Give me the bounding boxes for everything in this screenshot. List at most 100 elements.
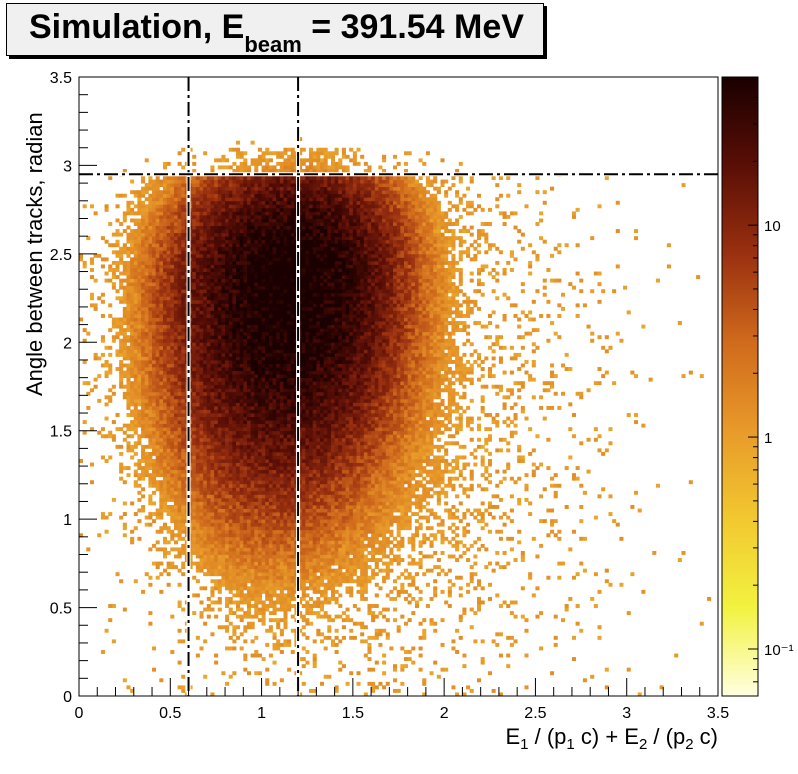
heatmap-cell <box>192 409 197 414</box>
heatmap-cell <box>228 529 233 534</box>
heatmap-cell <box>360 469 365 474</box>
heatmap-cell <box>203 398 208 403</box>
heatmap-cell <box>469 579 474 584</box>
heatmap-cell <box>487 427 493 432</box>
heatmap-cell <box>199 586 204 591</box>
heatmap-cell <box>319 529 325 534</box>
heatmap-cell <box>188 398 193 403</box>
heatmap-cell <box>122 466 127 471</box>
heatmap-cell <box>323 437 328 442</box>
heatmap-cell <box>246 533 252 538</box>
heatmap-cell <box>349 540 354 545</box>
heatmap-cell <box>246 402 252 407</box>
heatmap-cell <box>422 423 427 428</box>
heatmap-cell <box>425 402 430 407</box>
heatmap-cell <box>192 550 197 555</box>
heatmap-cell <box>228 561 233 566</box>
heatmap-cell <box>203 451 208 456</box>
heatmap-cell <box>173 512 178 517</box>
heatmap-cell <box>305 526 310 531</box>
heatmap-cell <box>305 437 310 442</box>
heatmap-cell <box>206 508 211 513</box>
heatmap-cell <box>214 586 219 591</box>
heatmap-cell <box>217 416 222 421</box>
heatmap-cell <box>254 430 259 435</box>
heatmap-cell <box>396 494 401 499</box>
heatmap-cell <box>349 444 354 449</box>
heatmap-cell <box>305 413 310 417</box>
heatmap-cell <box>133 420 138 425</box>
heatmap-cell <box>246 462 252 467</box>
heatmap-cell <box>407 593 412 598</box>
heatmap-cell <box>283 586 288 591</box>
heatmap-cell <box>265 519 270 524</box>
heatmap-cell <box>327 635 332 640</box>
heatmap-cell <box>367 423 372 428</box>
heatmap-cell <box>345 550 350 555</box>
heatmap-cell <box>210 413 215 417</box>
heatmap-cell <box>393 405 398 410</box>
heatmap-cell <box>214 444 219 449</box>
heatmap-cell <box>316 501 321 506</box>
heatmap-cell <box>228 519 233 524</box>
heatmap-cell <box>283 434 288 439</box>
heatmap-cell <box>363 487 368 492</box>
heatmap-cell <box>192 455 197 460</box>
heatmap-cell <box>469 476 474 481</box>
heatmap-cell <box>257 607 262 612</box>
heatmap-cell <box>188 540 193 545</box>
heatmap-cell <box>440 522 445 527</box>
heatmap-cell <box>228 582 233 587</box>
heatmap-cell <box>363 405 368 410</box>
heatmap-cell <box>506 462 511 467</box>
heatmap-cell <box>206 487 211 492</box>
heatmap-cell <box>283 402 288 407</box>
heatmap-cell <box>447 405 452 410</box>
heatmap-cell <box>582 536 587 541</box>
heatmap-cell <box>177 448 182 453</box>
heatmap-cell <box>126 413 131 417</box>
heatmap-cell <box>385 480 390 485</box>
heatmap-cell <box>214 430 219 435</box>
heatmap-cell <box>396 483 401 488</box>
heatmap-cell <box>440 423 445 428</box>
heatmap-cell <box>411 427 416 432</box>
heatmap-cell <box>276 434 281 439</box>
heatmap-cell <box>250 494 255 499</box>
heatmap-cell <box>279 604 284 608</box>
heatmap-cell <box>338 409 343 414</box>
heatmap-cell <box>243 586 248 591</box>
heatmap-cell <box>323 547 328 552</box>
heatmap-cell <box>338 565 343 570</box>
heatmap-cell <box>298 533 303 538</box>
heatmap-cell <box>261 586 266 591</box>
heatmap-cell <box>371 611 376 616</box>
heatmap-cell <box>403 512 409 517</box>
heatmap-cell <box>360 504 365 509</box>
heatmap-cell <box>458 519 463 524</box>
heatmap-cell <box>360 483 365 488</box>
heatmap-cell <box>436 466 441 471</box>
heatmap-cell <box>356 522 361 527</box>
heatmap-cell <box>192 444 197 449</box>
heatmap-cell <box>422 515 427 520</box>
heatmap-cell <box>279 437 284 442</box>
heatmap-cell <box>374 430 379 435</box>
heatmap-cell <box>261 480 266 485</box>
heatmap-cell <box>334 434 339 439</box>
heatmap-cell <box>159 420 164 425</box>
heatmap-cell <box>484 427 489 432</box>
heatmap-cell <box>236 455 241 460</box>
heatmap-cell <box>396 554 401 559</box>
heatmap-cell <box>389 519 394 524</box>
heatmap-cell <box>290 526 295 531</box>
heatmap-cell <box>356 466 361 471</box>
heatmap-cell <box>290 473 295 478</box>
heatmap-cell <box>418 402 423 407</box>
heatmap-cell <box>188 455 193 460</box>
heatmap-cell <box>290 508 295 513</box>
heatmap-cell <box>393 451 398 456</box>
heatmap-cell <box>221 476 226 481</box>
heatmap-cell <box>170 547 175 552</box>
heatmap-cell <box>239 561 244 566</box>
